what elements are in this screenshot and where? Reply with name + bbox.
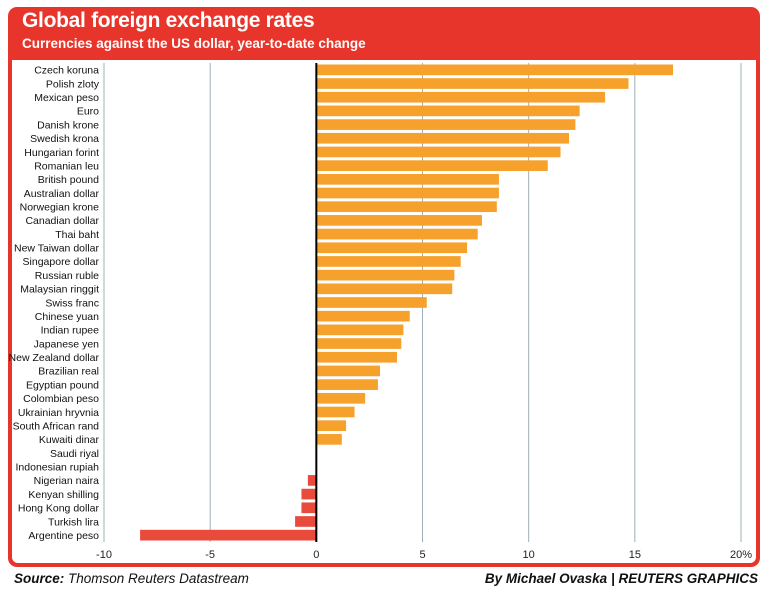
category-label: Nigerian naira xyxy=(34,475,100,487)
bar xyxy=(316,351,398,363)
bar xyxy=(316,310,410,322)
x-tick-label: 0 xyxy=(313,549,319,561)
bar xyxy=(316,160,548,171)
x-tick-label: 5 xyxy=(419,549,425,561)
category-label: Romanian leu xyxy=(34,160,99,172)
category-label: New Taiwan dollar xyxy=(14,243,100,255)
bar xyxy=(316,365,381,377)
bar xyxy=(316,91,606,103)
category-label: Norwegian krone xyxy=(20,202,100,214)
category-label: South African rand xyxy=(13,420,100,432)
bar xyxy=(301,488,317,500)
source-label: Source: xyxy=(14,571,65,586)
bar xyxy=(307,475,317,486)
category-label: Swiss franc xyxy=(45,297,99,309)
category-label: Kuwaiti dinar xyxy=(39,434,100,446)
category-label: Canadian dollar xyxy=(25,215,99,227)
bar xyxy=(316,201,497,213)
category-label: Hungarian forint xyxy=(24,147,99,159)
x-tick-label: -5 xyxy=(205,549,215,561)
chart-subtitle: Currencies against the US dollar, year-t… xyxy=(22,36,366,51)
category-label: Kenyan shilling xyxy=(28,489,99,501)
bar xyxy=(316,146,561,158)
chart-title: Global foreign exchange rates xyxy=(22,9,315,32)
category-label: Ukrainian hryvnia xyxy=(18,407,99,419)
category-label: Malaysian ringgit xyxy=(20,284,99,296)
source-text: Thomson Reuters Datastream xyxy=(68,571,249,586)
credit-line: By Michael Ovaska | REUTERS GRAPHICS xyxy=(484,571,758,586)
category-label: Australian dollar xyxy=(24,188,100,200)
bar xyxy=(316,119,576,130)
category-label: New Zealand dollar xyxy=(9,352,100,364)
bar xyxy=(316,64,674,76)
category-label: Egyptian pound xyxy=(26,379,99,391)
bar xyxy=(316,132,570,144)
category-label: Chinese yuan xyxy=(35,311,99,323)
category-label: Russian ruble xyxy=(35,270,99,282)
bar xyxy=(316,283,453,295)
category-label: Czech koruna xyxy=(34,65,99,77)
x-tick-label: 10 xyxy=(523,549,535,561)
category-label: Thai baht xyxy=(55,229,99,241)
bar xyxy=(316,256,461,267)
source-note: Source: Thomson Reuters Datastream xyxy=(14,571,249,586)
category-label: Euro xyxy=(77,106,99,118)
bar xyxy=(140,529,317,541)
bar xyxy=(316,173,499,185)
category-label: Mexican peso xyxy=(34,92,99,104)
bar xyxy=(316,434,342,445)
category-label: Danish krone xyxy=(37,119,99,131)
bar xyxy=(316,187,499,199)
bar xyxy=(316,392,366,404)
category-label: Colombian peso xyxy=(23,393,99,405)
bar xyxy=(316,269,455,281)
bar xyxy=(316,215,482,226)
bar xyxy=(316,406,355,418)
x-tick-label: 15 xyxy=(629,549,641,561)
bar xyxy=(316,324,404,336)
bar xyxy=(316,297,427,308)
x-tick-label: 20% xyxy=(730,549,752,561)
category-label: Polish zloty xyxy=(46,78,100,90)
bar xyxy=(316,228,478,240)
category-label: Indian rupee xyxy=(41,325,100,337)
bar xyxy=(316,105,580,117)
category-label: Turkish lira xyxy=(48,516,99,528)
bar xyxy=(316,420,347,432)
x-tick-label: -10 xyxy=(96,549,112,561)
category-label: Hong Kong dollar xyxy=(18,503,100,515)
category-label: Swedish krona xyxy=(30,133,99,145)
category-label: Brazilian real xyxy=(38,366,99,378)
category-label: Indonesian rupiah xyxy=(16,462,100,474)
bar xyxy=(316,78,629,89)
bar xyxy=(301,502,317,514)
category-label: Singapore dollar xyxy=(23,256,100,268)
bar xyxy=(316,242,468,254)
bar xyxy=(295,516,317,527)
bar xyxy=(316,379,378,390)
bar xyxy=(316,338,402,349)
category-label: Saudi riyal xyxy=(50,448,99,460)
category-label: British pound xyxy=(38,174,99,186)
category-label: Argentine peso xyxy=(28,530,99,542)
category-label: Japanese yen xyxy=(34,338,100,350)
